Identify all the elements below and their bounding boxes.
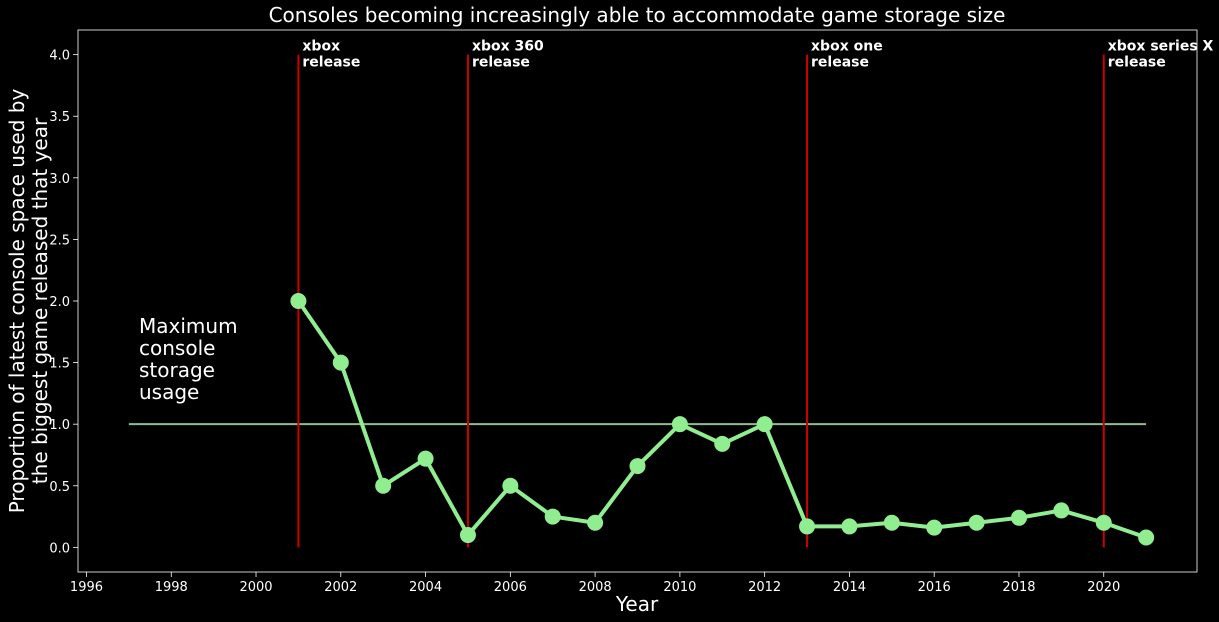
data-point: [1095, 514, 1112, 531]
x-tick-label: 2016: [918, 580, 951, 595]
data-point: [671, 416, 688, 433]
y-axis-title-line: Proportion of latest console space used …: [5, 89, 29, 514]
data-point: [841, 518, 858, 535]
y-tick-label: 0.0: [49, 541, 70, 556]
y-tick-label: 3.0: [49, 172, 70, 187]
data-point: [926, 519, 943, 536]
x-axis-title: Year: [615, 592, 659, 616]
y-tick-label: 2.0: [49, 295, 70, 310]
reference-line-label: usage: [139, 380, 199, 404]
data-point: [756, 416, 773, 433]
x-tick-label: 1998: [155, 580, 188, 595]
chart-title: Consoles becoming increasingly able to a…: [269, 3, 1006, 27]
x-tick-label: 2006: [494, 580, 527, 595]
data-point: [459, 527, 476, 544]
reference-line-label: console: [139, 336, 215, 360]
data-point: [1010, 509, 1027, 526]
data-point: [587, 514, 604, 531]
y-tick-label: 1.0: [49, 418, 70, 433]
y-tick-label: 1.5: [49, 357, 70, 372]
data-point: [799, 518, 816, 535]
data-point: [883, 514, 900, 531]
data-point: [629, 458, 646, 475]
reference-line-label: storage: [139, 358, 215, 382]
data-point: [502, 477, 519, 494]
data-point: [1138, 529, 1155, 546]
reference-line-label: Maximum: [139, 314, 238, 338]
y-axis-title-line: the biggest game released that year: [28, 117, 52, 484]
data-point: [544, 508, 561, 525]
y-tick-label: 4.0: [49, 49, 70, 64]
x-tick-label: 2002: [324, 580, 357, 595]
x-tick-label: 2018: [1002, 580, 1035, 595]
data-point: [375, 477, 392, 494]
y-axis: 0.0 0.5 1.0 1.5 2.0 2.5 3.0 3.5 4.0: [49, 49, 78, 556]
data-point: [714, 435, 731, 452]
x-axis: 1996 1998 2000 2002 2004 2006 2008 2010 2012 2014…: [70, 572, 1120, 595]
x-tick-label: 2012: [748, 580, 781, 595]
y-tick-label: 2.5: [49, 233, 70, 248]
x-tick-label: 2000: [239, 580, 272, 595]
release-label: release: [1108, 55, 1166, 71]
data-series: [290, 293, 1155, 546]
release-label: xbox: [302, 39, 340, 55]
y-axis-title: Proportion of latest console space used …: [5, 89, 52, 514]
release-label: release: [811, 55, 869, 71]
release-label: xbox 360: [472, 39, 544, 55]
data-point: [417, 450, 434, 467]
data-point: [968, 514, 985, 531]
y-tick-label: 3.5: [49, 110, 70, 125]
data-point: [290, 293, 307, 309]
release-label: xbox one: [811, 39, 883, 55]
data-point: [1053, 502, 1070, 519]
x-tick-label: 2008: [579, 580, 612, 595]
data-point: [332, 354, 349, 371]
x-tick-label: 1996: [70, 580, 103, 595]
x-tick-label: 2020: [1087, 580, 1120, 595]
y-tick-label: 0.5: [49, 480, 70, 495]
x-tick-label: 2010: [663, 580, 696, 595]
x-tick-label: 2014: [833, 580, 866, 595]
release-label: release: [472, 55, 530, 71]
x-tick-label: 2004: [409, 580, 442, 595]
release-label: release: [302, 55, 360, 71]
release-label: xbox series X: [1108, 39, 1214, 55]
